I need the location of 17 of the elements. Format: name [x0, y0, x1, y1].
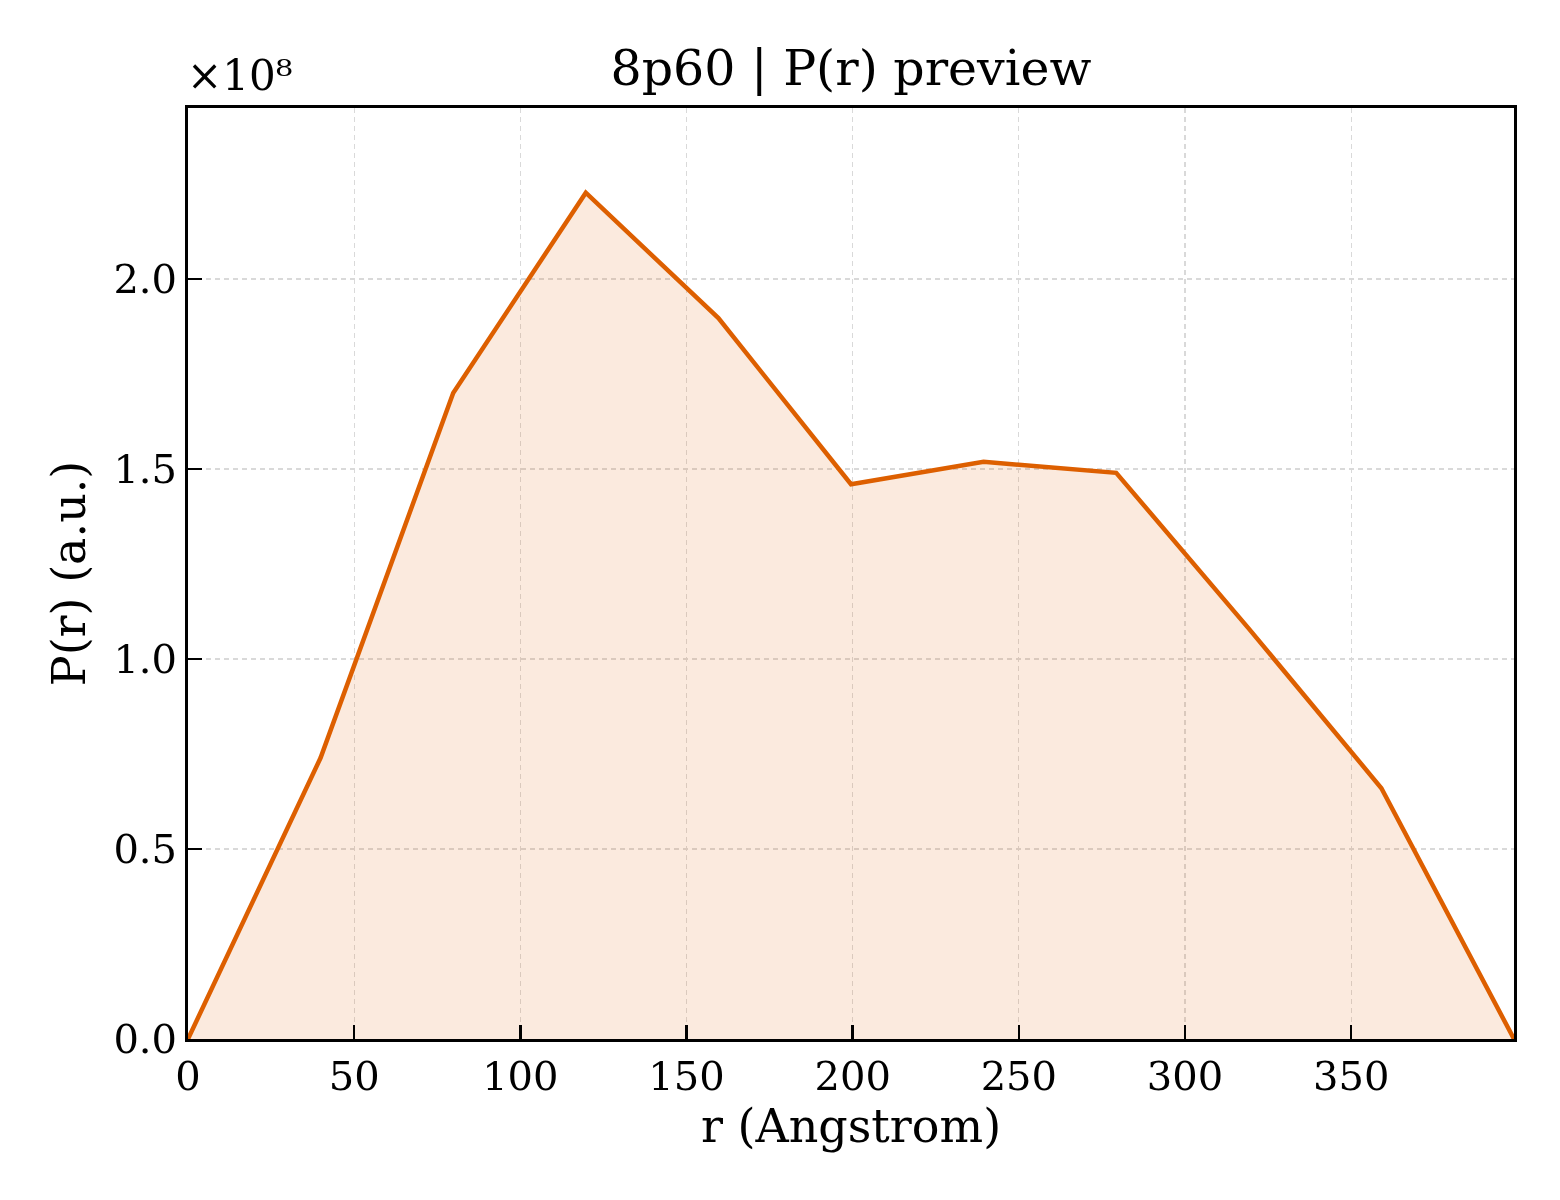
y-tick-label: 1.5	[113, 446, 177, 492]
x-tick-label: 50	[328, 1053, 380, 1099]
x-axis-title: r (Angstrom)	[700, 1099, 1002, 1153]
chart-title: 8p60 | P(r) preview	[610, 40, 1092, 98]
y-axis-title: P(r) (a.u.)	[41, 460, 96, 687]
x-tick-label: 350	[1312, 1053, 1390, 1099]
x-tick-label: 300	[1146, 1053, 1224, 1099]
y-tick-label: 0.0	[113, 1016, 177, 1062]
x-tick-label: 150	[648, 1053, 725, 1099]
x-tick-label: 100	[482, 1053, 559, 1099]
y-tick-label: 1.0	[113, 636, 177, 682]
x-tick-label: 0	[175, 1053, 201, 1099]
y-tick-label: 2.0	[113, 256, 177, 302]
y-tick-label: 0.5	[113, 826, 177, 872]
x-tick-label: 200	[814, 1053, 891, 1099]
x-tick-label: 250	[980, 1053, 1058, 1099]
text: ×10⁸	[187, 51, 293, 100]
